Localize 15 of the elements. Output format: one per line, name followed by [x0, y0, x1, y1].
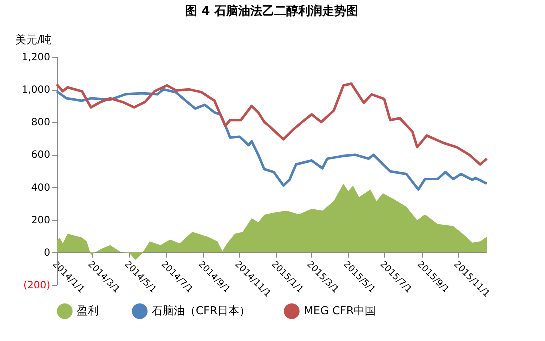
y-axis-title: 美元/吨 [16, 34, 52, 46]
legend-label: MEG CFR中国 [304, 304, 376, 318]
y-tick-label: (200) [24, 280, 51, 292]
legend-label: 石脑油（CFR日本） [152, 304, 251, 318]
y-tick-label: 400 [31, 182, 50, 194]
line-series [56, 88, 488, 191]
y-tick-label: 1,000 [22, 85, 50, 96]
y-tick-label: 0 [44, 248, 50, 259]
legend-label: 盈利 [77, 304, 99, 318]
y-tick-label: 600 [31, 150, 50, 162]
line-series [56, 82, 488, 166]
y-tick-label: 1,200 [22, 52, 50, 64]
chart-title: 图 4 石脑油法乙二醇利润走势图 [186, 4, 358, 18]
y-tick-label: 200 [31, 215, 50, 226]
y-tick-label: 800 [31, 118, 50, 129]
